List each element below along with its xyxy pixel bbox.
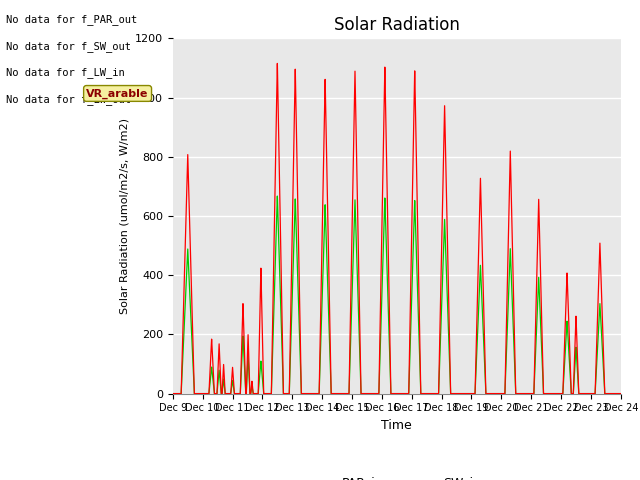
Y-axis label: Solar Radiation (umol/m2/s, W/m2): Solar Radiation (umol/m2/s, W/m2): [120, 118, 129, 314]
Text: VR_arable: VR_arable: [86, 88, 148, 98]
Legend: PAR_in, SW_in: PAR_in, SW_in: [308, 471, 486, 480]
Title: Solar Radiation: Solar Radiation: [334, 16, 460, 34]
Text: No data for f_LW_out: No data for f_LW_out: [6, 94, 131, 105]
X-axis label: Time: Time: [381, 419, 412, 432]
Text: No data for f_LW_in: No data for f_LW_in: [6, 67, 125, 78]
Text: No data for f_SW_out: No data for f_SW_out: [6, 41, 131, 52]
Text: No data for f_PAR_out: No data for f_PAR_out: [6, 14, 138, 25]
